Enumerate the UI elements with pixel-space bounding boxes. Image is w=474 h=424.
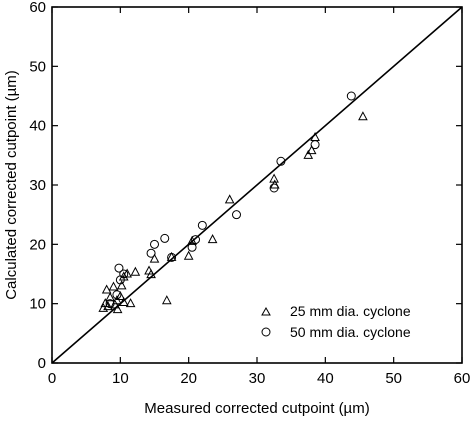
x-tick-label: 60 xyxy=(454,370,471,387)
y-axis-title: Calculated corrected cutpoint (µm) xyxy=(3,70,20,300)
circle-point xyxy=(310,140,320,150)
triangle-point xyxy=(108,281,119,291)
circle-point xyxy=(119,269,129,279)
circle-point xyxy=(167,252,177,262)
triangle-point xyxy=(103,301,113,311)
y-tick-label: 20 xyxy=(29,236,46,253)
circle-point xyxy=(232,210,241,220)
x-tick-label: 0 xyxy=(48,370,56,387)
triangle-point xyxy=(187,235,197,245)
circle-point xyxy=(269,183,279,193)
triangle-point xyxy=(183,250,194,260)
legend-label-50mm: 50 mm dia. cyclone xyxy=(290,324,411,340)
triangle-point xyxy=(358,111,368,121)
triangle-point xyxy=(115,290,126,301)
x-tick-label: 20 xyxy=(180,370,197,387)
circle-point xyxy=(191,235,200,245)
y-tick-label: 40 xyxy=(29,118,46,135)
triangle-point xyxy=(303,149,314,159)
circle-point xyxy=(276,156,286,166)
x-axis-ticks: 0 10 20 30 40 50 60 xyxy=(48,7,471,387)
triangle-point xyxy=(116,280,127,290)
legend-triangle-marker xyxy=(261,306,271,316)
triangle-point xyxy=(130,266,141,276)
triangle-point xyxy=(166,251,177,261)
triangle-point xyxy=(149,253,160,263)
circle-point xyxy=(160,233,170,243)
circle-point xyxy=(105,299,115,309)
y-tick-label: 10 xyxy=(29,296,46,313)
x-tick-label: 10 xyxy=(112,370,129,387)
triangle-point xyxy=(306,145,317,155)
triangle-point xyxy=(112,304,123,314)
y-axis-ticks: 0 10 20 30 40 50 60 xyxy=(29,0,462,372)
triangle-point xyxy=(118,296,129,306)
legend-circle-marker xyxy=(261,327,271,337)
circle-point xyxy=(114,263,124,273)
triangle-point xyxy=(161,295,172,305)
triangle-point xyxy=(146,269,156,279)
triangle-point xyxy=(224,194,235,204)
x-tick-label: 50 xyxy=(385,370,402,387)
circle-point xyxy=(146,248,156,258)
triangle-point xyxy=(125,298,136,308)
y-tick-label: 0 xyxy=(38,355,46,372)
legend-label-25mm: 25 mm dia. cyclone xyxy=(290,303,411,319)
circle-point xyxy=(150,239,159,249)
circle-point xyxy=(187,242,197,252)
y-tick-label: 30 xyxy=(29,177,46,194)
triangle-point xyxy=(101,284,112,294)
legend: 25 mm dia. cyclone 50 mm dia. cyclone xyxy=(261,303,411,340)
triangle-point xyxy=(122,268,133,278)
circle-point xyxy=(346,91,356,101)
y-tick-label: 50 xyxy=(29,58,46,75)
circle-point xyxy=(197,220,207,230)
triangle-point xyxy=(207,234,218,244)
x-tick-label: 30 xyxy=(249,370,266,387)
y-tick-label: 60 xyxy=(29,0,46,16)
triangle-point xyxy=(105,292,115,302)
x-tick-label: 40 xyxy=(317,370,334,387)
data-points xyxy=(98,91,368,314)
circle-point xyxy=(112,290,122,300)
x-axis-title: Measured corrected cutpoint (µm) xyxy=(144,400,369,417)
